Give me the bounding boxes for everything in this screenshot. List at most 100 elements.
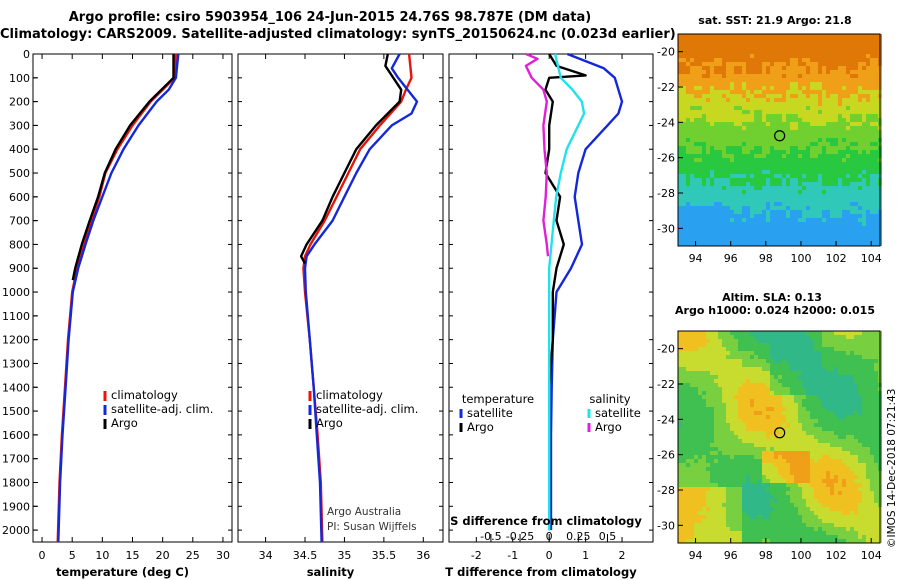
map-cell [854, 178, 858, 182]
map-cell [778, 114, 782, 118]
map-cell [858, 435, 862, 439]
map-cell [746, 174, 750, 178]
map-cell [826, 142, 830, 146]
map-cell [786, 363, 790, 367]
map-cell [794, 431, 798, 435]
map-cell [678, 90, 682, 94]
map-cell [742, 355, 746, 359]
map-cell [830, 379, 834, 383]
map-cell [838, 34, 842, 38]
map-cell [798, 395, 802, 399]
map-cell [778, 74, 782, 78]
map-cell [766, 130, 770, 134]
map-cell [782, 222, 786, 226]
map-cell [722, 459, 726, 463]
map-cell [810, 98, 814, 102]
map-cell [846, 371, 850, 375]
map-cell [834, 58, 838, 62]
map-cell [806, 210, 810, 214]
map-cell [686, 38, 690, 42]
map-cell [822, 339, 826, 343]
map-cell [810, 347, 814, 351]
map-cell [846, 214, 850, 218]
map-cell [866, 407, 870, 411]
map-cell [854, 483, 858, 487]
map-cell [866, 471, 870, 475]
map-cell [822, 226, 826, 230]
map-cell [822, 395, 826, 399]
map-cell [822, 58, 826, 62]
map-cell [730, 475, 734, 479]
map-cell [678, 487, 682, 491]
map-cell [818, 443, 822, 447]
map-cell [798, 347, 802, 351]
map-cell [690, 154, 694, 158]
map-cell [870, 162, 874, 166]
map-cell [842, 238, 846, 242]
map-cell [774, 347, 778, 351]
map-cell [706, 110, 710, 114]
map-cell [778, 439, 782, 443]
map-cell [850, 483, 854, 487]
map-cell [690, 110, 694, 114]
map-cell [754, 110, 758, 114]
map-cell [822, 162, 826, 166]
map-cell [746, 86, 750, 90]
map-cell [854, 443, 858, 447]
map-cell [718, 162, 722, 166]
map-cell [722, 110, 726, 114]
map-cell [722, 174, 726, 178]
map-cell [874, 150, 878, 154]
map-cell [722, 154, 726, 158]
map-cell [706, 62, 710, 66]
map-cell [854, 170, 858, 174]
map-cell [734, 467, 738, 471]
map-cell [822, 122, 826, 126]
map-cell [722, 86, 726, 90]
map-cell [750, 206, 754, 210]
map-cell [762, 46, 766, 50]
map-cell [710, 42, 714, 46]
map-cell [802, 186, 806, 190]
map-cell [822, 106, 826, 110]
map-cell [870, 379, 874, 383]
map-cell [746, 467, 750, 471]
map-cell [714, 194, 718, 198]
map-cell [758, 162, 762, 166]
map-cell [766, 186, 770, 190]
map-cell [842, 479, 846, 483]
map-cell [826, 82, 830, 86]
map-cell [810, 150, 814, 154]
map-cell [850, 447, 854, 451]
map-cell [806, 411, 810, 415]
map-cell [758, 226, 762, 230]
map-cell [802, 198, 806, 202]
map-cell [874, 94, 878, 98]
map-cell [802, 34, 806, 38]
map-cell [814, 126, 818, 130]
map-cell [798, 66, 802, 70]
map-cell [766, 54, 770, 58]
map-cell [798, 150, 802, 154]
map-cell [702, 403, 706, 407]
map-cell [686, 98, 690, 102]
map-cell [770, 335, 774, 339]
map-cell [738, 455, 742, 459]
map-cell [854, 359, 858, 363]
map-cell [830, 162, 834, 166]
map-cell [702, 138, 706, 142]
map-cell [814, 467, 818, 471]
map-cell [790, 158, 794, 162]
map-cell [838, 158, 842, 162]
map-cell [850, 395, 854, 399]
map-cell [858, 198, 862, 202]
map-cell [686, 206, 690, 210]
map-cell [734, 162, 738, 166]
map-cell [874, 106, 878, 110]
map-cell [874, 443, 878, 447]
map-cell [822, 86, 826, 90]
map-cell [678, 455, 682, 459]
map-cell [862, 150, 866, 154]
map-cell [866, 86, 870, 90]
map-cell [794, 158, 798, 162]
